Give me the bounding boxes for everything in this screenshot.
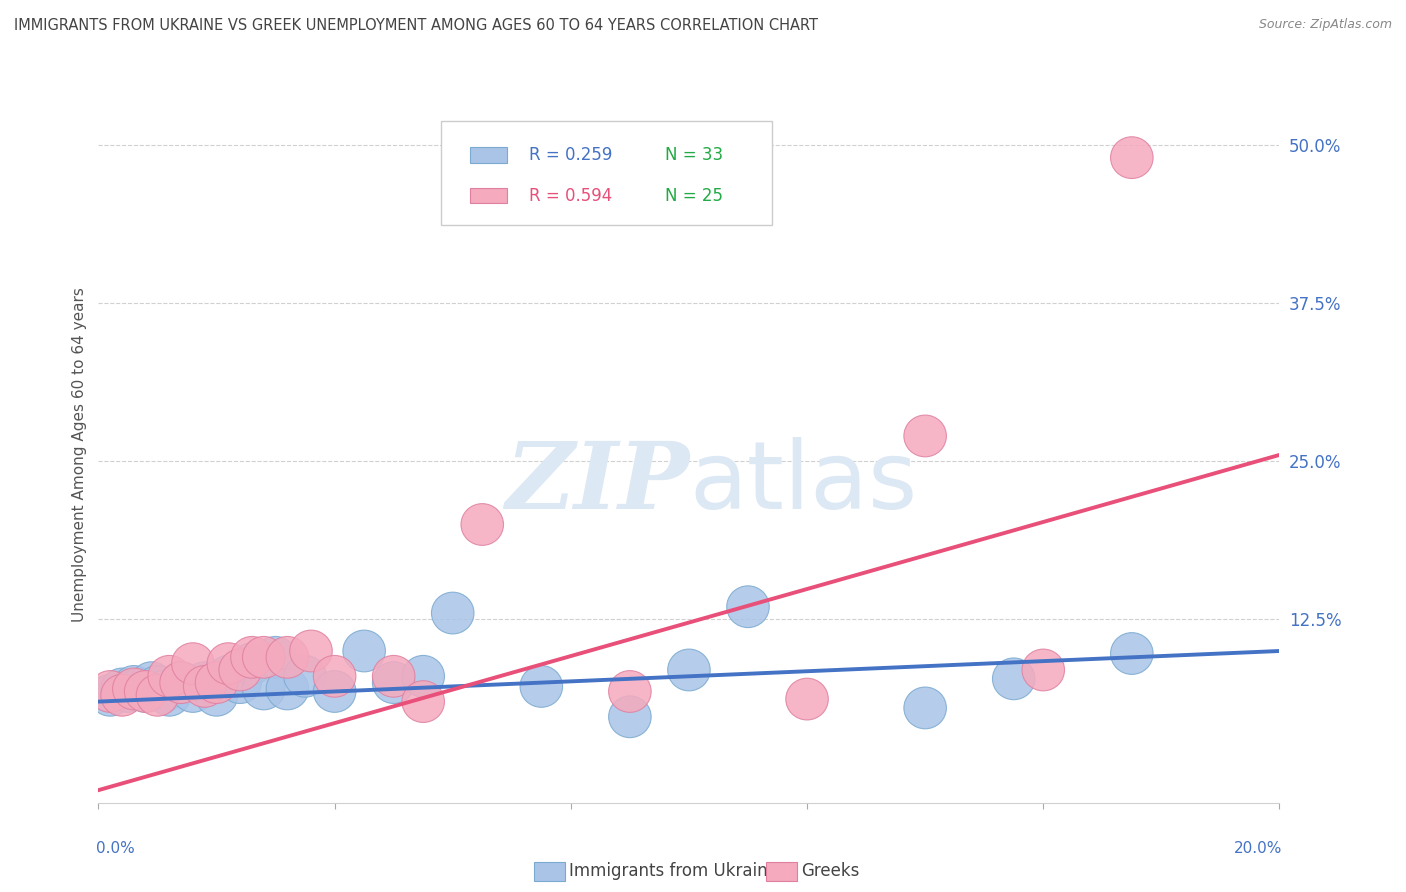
Ellipse shape — [609, 696, 651, 738]
Ellipse shape — [1111, 632, 1153, 674]
Ellipse shape — [160, 662, 202, 704]
Ellipse shape — [373, 662, 415, 704]
Ellipse shape — [786, 678, 828, 720]
Text: ZIP: ZIP — [505, 438, 689, 528]
FancyBboxPatch shape — [471, 188, 506, 203]
Ellipse shape — [520, 665, 562, 707]
Ellipse shape — [904, 415, 946, 457]
Ellipse shape — [668, 649, 710, 690]
Ellipse shape — [727, 586, 769, 628]
Text: Immigrants from Ukraine: Immigrants from Ukraine — [569, 863, 779, 880]
Ellipse shape — [183, 665, 226, 707]
Ellipse shape — [142, 671, 184, 713]
Ellipse shape — [148, 674, 191, 716]
FancyBboxPatch shape — [471, 147, 506, 162]
Text: atlas: atlas — [689, 437, 917, 529]
Ellipse shape — [904, 687, 946, 729]
Ellipse shape — [373, 656, 415, 698]
Ellipse shape — [242, 637, 285, 678]
Ellipse shape — [124, 671, 167, 713]
Ellipse shape — [314, 656, 356, 698]
FancyBboxPatch shape — [441, 121, 772, 226]
Ellipse shape — [124, 671, 167, 713]
Ellipse shape — [183, 662, 226, 704]
Ellipse shape — [131, 662, 173, 704]
Ellipse shape — [290, 630, 332, 672]
Ellipse shape — [207, 656, 250, 698]
Text: IMMIGRANTS FROM UKRAINE VS GREEK UNEMPLOYMENT AMONG AGES 60 TO 64 YEARS CORRELAT: IMMIGRANTS FROM UKRAINE VS GREEK UNEMPLO… — [14, 18, 818, 33]
Text: Greeks: Greeks — [801, 863, 860, 880]
Text: R = 0.259: R = 0.259 — [530, 146, 613, 164]
Text: R = 0.594: R = 0.594 — [530, 186, 613, 205]
Ellipse shape — [118, 668, 162, 710]
Ellipse shape — [112, 668, 155, 710]
Ellipse shape — [160, 662, 202, 704]
Ellipse shape — [112, 665, 155, 707]
Ellipse shape — [172, 643, 214, 684]
Ellipse shape — [101, 674, 143, 716]
Text: N = 25: N = 25 — [665, 186, 723, 205]
Ellipse shape — [1111, 136, 1153, 178]
Text: N = 33: N = 33 — [665, 146, 724, 164]
Ellipse shape — [89, 674, 132, 716]
Ellipse shape — [993, 658, 1035, 699]
Text: 20.0%: 20.0% — [1233, 841, 1282, 856]
Ellipse shape — [195, 674, 238, 716]
Ellipse shape — [136, 665, 179, 707]
Ellipse shape — [242, 668, 285, 710]
Ellipse shape — [107, 671, 149, 713]
Ellipse shape — [195, 662, 238, 704]
Ellipse shape — [284, 656, 326, 698]
Ellipse shape — [219, 662, 262, 704]
Ellipse shape — [136, 674, 179, 716]
Ellipse shape — [172, 671, 214, 713]
Ellipse shape — [266, 668, 309, 710]
Ellipse shape — [148, 656, 191, 698]
Ellipse shape — [1022, 649, 1064, 690]
Ellipse shape — [402, 656, 444, 698]
Ellipse shape — [343, 630, 385, 672]
Ellipse shape — [231, 637, 273, 678]
Ellipse shape — [266, 637, 309, 678]
Ellipse shape — [101, 668, 143, 710]
Ellipse shape — [89, 671, 132, 713]
Ellipse shape — [231, 643, 273, 684]
Y-axis label: Unemployment Among Ages 60 to 64 years: Unemployment Among Ages 60 to 64 years — [72, 287, 87, 623]
Ellipse shape — [314, 671, 356, 713]
Ellipse shape — [432, 592, 474, 634]
Ellipse shape — [609, 671, 651, 713]
Text: 0.0%: 0.0% — [96, 841, 135, 856]
Ellipse shape — [254, 637, 297, 678]
Ellipse shape — [461, 504, 503, 545]
Ellipse shape — [219, 649, 262, 690]
Ellipse shape — [402, 681, 444, 723]
Ellipse shape — [207, 643, 250, 684]
Text: Source: ZipAtlas.com: Source: ZipAtlas.com — [1258, 18, 1392, 31]
